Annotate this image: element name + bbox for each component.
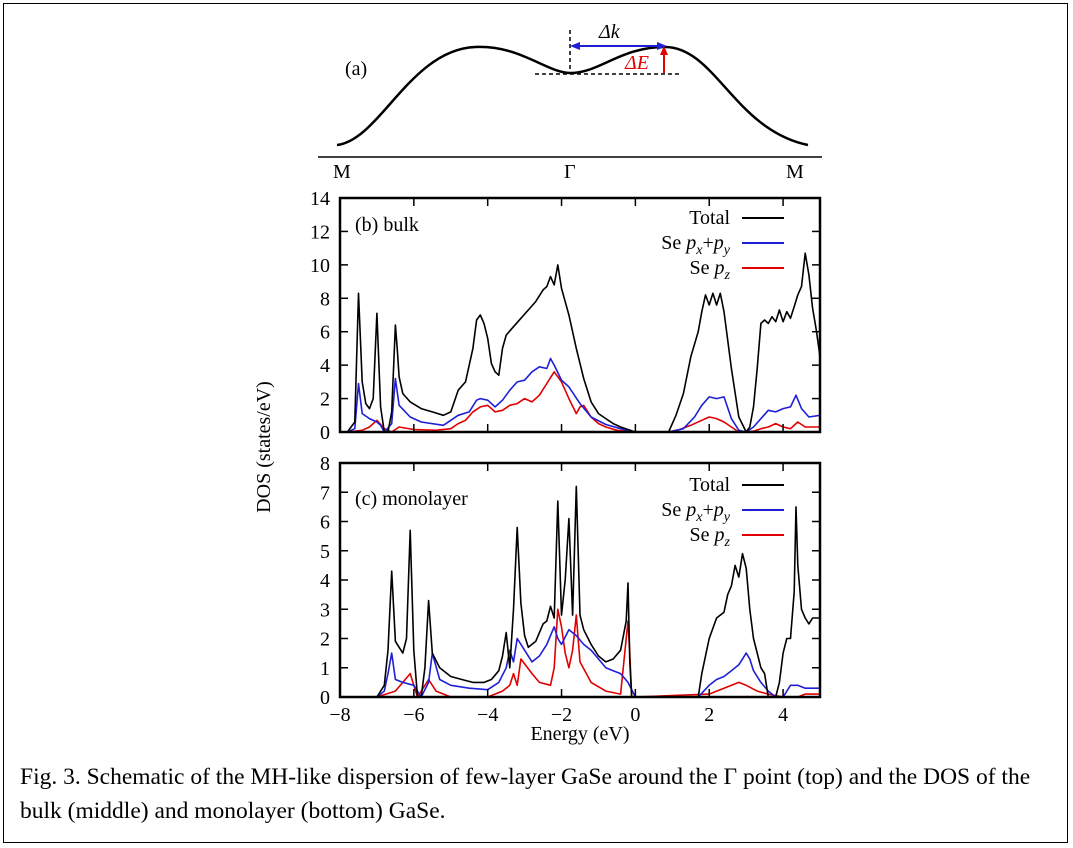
y-tick-label: 3 — [320, 599, 330, 621]
dispersion-curve — [336, 45, 809, 147]
y-tick-label: 8 — [320, 288, 330, 310]
y-tick-label: 4 — [320, 570, 330, 592]
k-label-m-right: M — [786, 161, 804, 183]
legend-label: Se pz — [690, 524, 731, 550]
x-tick-label: −8 — [329, 704, 350, 726]
y-tick-label: 8 — [320, 453, 330, 475]
de-arrow — [660, 46, 668, 73]
series-line-total — [376, 485, 820, 697]
x-tick-label: −6 — [403, 704, 424, 726]
y-tick-label: 6 — [320, 512, 330, 534]
y-axis-label: DOS (states/eV) — [253, 381, 275, 513]
series-line-se-px-py — [376, 626, 820, 697]
panel-c-label: (c) monolayer — [355, 488, 468, 510]
dk-arrow — [570, 42, 667, 50]
panel-c-monolayer-dos: 0 1 2 3 4 5 6 7 8 −8 −6 −4 −2 0 2 4 (c) monolayer Total… — [320, 453, 822, 726]
x-tick-label: 4 — [778, 704, 788, 726]
series-line-se-pz — [376, 608, 820, 697]
legend-label: Se pz — [690, 257, 731, 283]
figure-frame — [3, 3, 1068, 843]
y-tick-label: 0 — [320, 422, 330, 444]
panel-a-label: (a) — [345, 58, 367, 80]
panel-a-schematic: (a) Δk ΔE M Γ M — [318, 21, 822, 183]
x-tick-label: 0 — [630, 704, 640, 726]
k-label-m-left: M — [333, 161, 351, 183]
x-tick-label: −4 — [477, 704, 498, 726]
x-tick-label: 2 — [704, 704, 714, 726]
y-tick-label: 5 — [320, 541, 330, 563]
legend-label: Total — [689, 474, 730, 496]
y-tick-label: 14 — [310, 188, 330, 210]
de-label: ΔE — [624, 52, 649, 74]
figure-caption: Fig. 3. Schematic of the MH-like dispers… — [20, 764, 1031, 824]
series-line-se-px-py — [347, 357, 820, 432]
legend-label: Se px+py — [661, 232, 731, 258]
y-tick-label: 2 — [320, 629, 330, 651]
y-tick-label: 6 — [320, 322, 330, 344]
legend-label: Se px+py — [661, 499, 731, 525]
y-tick-label: 4 — [320, 355, 330, 377]
y-tick-label: 7 — [320, 482, 330, 504]
series-line-total — [346, 252, 820, 432]
plot-frame-bulk — [338, 196, 822, 434]
dk-label: Δk — [598, 21, 621, 43]
y-tick-label: 2 — [320, 389, 330, 411]
panel-b-label: (b) bulk — [355, 214, 419, 236]
y-tick-label: 10 — [310, 255, 330, 277]
y-tick-label: 12 — [310, 221, 330, 243]
x-axis-label: Energy (eV) — [530, 723, 629, 745]
x-tick-label: −2 — [551, 704, 572, 726]
y-tick-label: 0 — [320, 687, 330, 709]
k-label-gamma: Γ — [564, 161, 576, 183]
legend-label: Total — [689, 207, 730, 229]
y-tick-label: 1 — [320, 658, 330, 680]
